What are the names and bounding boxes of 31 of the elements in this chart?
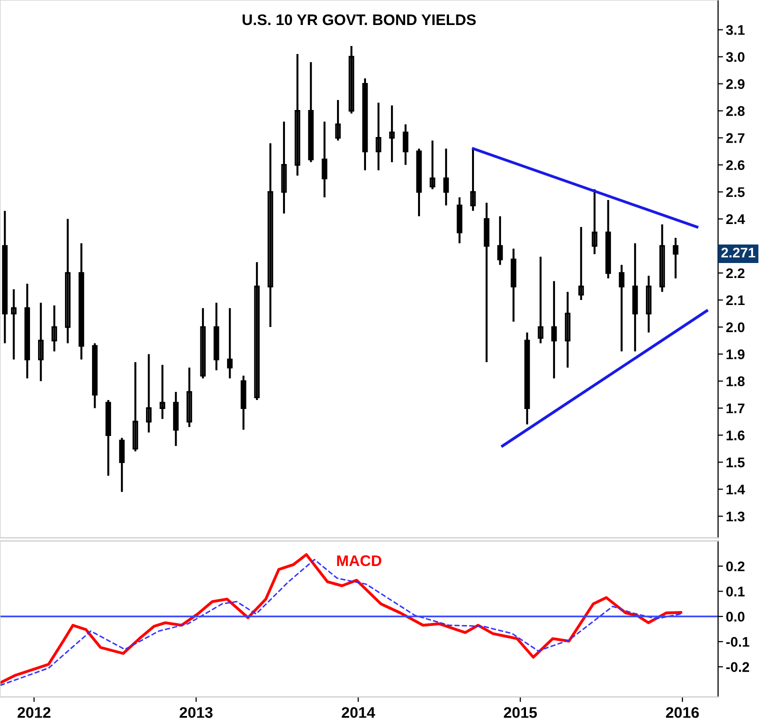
y-tick-label: 1.8 <box>726 376 745 386</box>
y-tick-label: 0.2 <box>726 561 744 572</box>
y-tick-label: 2.4 <box>726 214 745 224</box>
y-tick-label: 2.6 <box>726 160 745 170</box>
y-tick-label: 3.0 <box>726 52 744 62</box>
y-tick-label: 1.5 <box>726 458 745 468</box>
y-tick-label: 2.5 <box>726 187 745 198</box>
y-tick-label: 1.3 <box>726 512 745 522</box>
y-tick-label: 1.4 <box>726 484 745 494</box>
y-tick-label: 2.9 <box>726 79 745 89</box>
y-tick-label: 0.1 <box>726 586 745 596</box>
text: 2.271 <box>721 248 756 258</box>
y-tick-label: -0.1 <box>726 636 750 647</box>
x-tick-label: 2015 <box>504 707 537 718</box>
x-tick-label: 2012 <box>18 707 50 718</box>
text: U.S. 10 YR GOVT. BOND YIELDS <box>242 14 476 26</box>
y-tick-label: 2.0 <box>726 322 744 332</box>
y-tick-label: 2.2 <box>726 268 744 278</box>
y-tick-label: 2.8 <box>726 106 745 116</box>
y-tick-label: 2.7 <box>726 133 744 143</box>
text: MACD <box>337 555 382 566</box>
y-tick-label: 3.1 <box>726 25 745 35</box>
x-tick-label: 2013 <box>180 707 213 718</box>
y-tick-label: 2.1 <box>726 295 745 306</box>
x-tick-label: 2014 <box>342 707 376 718</box>
y-tick-label: 1.9 <box>726 349 745 360</box>
y-tick-label: 0.0 <box>726 612 744 622</box>
x-tick-label: 2016 <box>666 707 699 718</box>
y-tick-label: 1.7 <box>726 404 744 414</box>
y-tick-label: 1.6 <box>726 430 745 440</box>
y-tick-label: -0.2 <box>726 662 750 672</box>
